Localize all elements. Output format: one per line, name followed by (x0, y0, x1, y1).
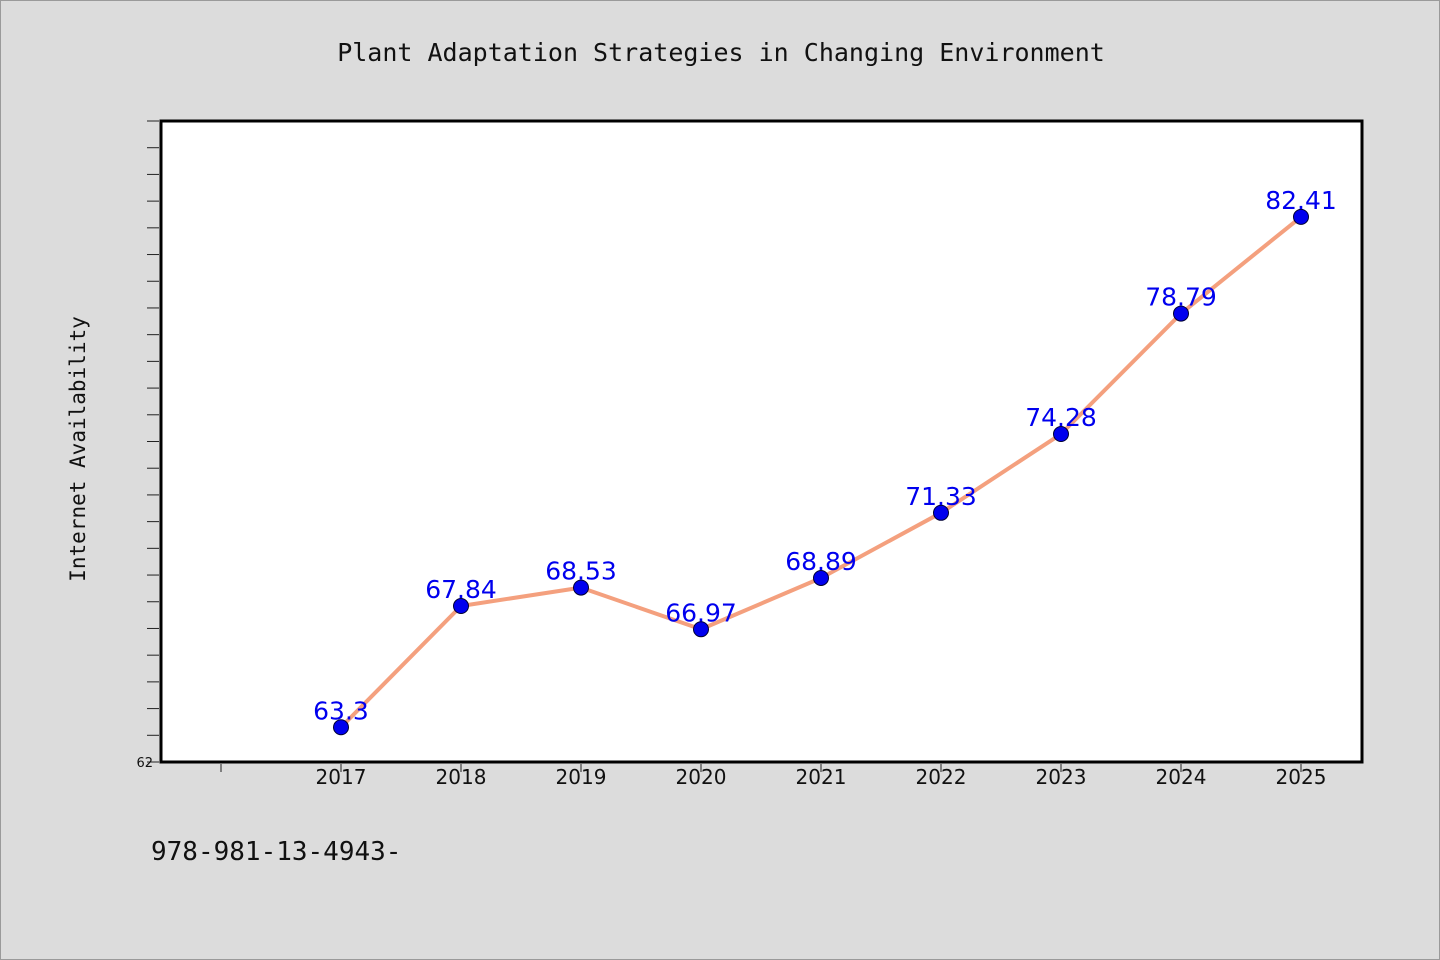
x-tick-label: 2018 (436, 765, 487, 789)
data-label: 66.97 (665, 598, 737, 627)
x-axis-ticks: 2017 2018 2019 2020 2021 2022 2023 2024 2025 (220, 764, 1327, 789)
data-point (813, 569, 829, 586)
x-tick-label: 2021 (796, 765, 847, 789)
data-point (333, 719, 349, 736)
data-point (1293, 208, 1309, 225)
x-tick-label: 2017 (316, 765, 367, 789)
data-label: 82.41 (1265, 186, 1337, 215)
y-tick-label: 62 (136, 756, 153, 771)
x-tick-label: 2022 (916, 765, 967, 789)
footnote: 978-981-13-4943- (151, 837, 402, 867)
x-tick-label: 2025 (1276, 765, 1327, 789)
y-axis-label: Internet Availability (66, 316, 90, 582)
x-tick-label: 2023 (1036, 765, 1087, 789)
chart-title: Plant Adaptation Strategies in Changing … (337, 38, 1105, 67)
data-labels: 63.3 67.84 68.53 66.97 68.89 71.33 74.28 78.79 8… (313, 186, 1337, 725)
data-label: 71.33 (905, 482, 977, 511)
y-axis-ticks: 62 (136, 120, 159, 771)
data-label: 68.89 (785, 547, 857, 576)
plot-frame (159, 119, 1364, 764)
data-label: 78.79 (1145, 283, 1217, 312)
data-point (1053, 426, 1069, 443)
data-label: 63.3 (313, 696, 369, 725)
data-point (693, 621, 709, 638)
data-label: 68.53 (545, 557, 617, 586)
data-point (453, 598, 469, 615)
data-point (933, 504, 949, 521)
data-label: 74.28 (1025, 403, 1097, 432)
x-tick-label: 2024 (1156, 765, 1207, 789)
x-tick-label: 2019 (556, 765, 607, 789)
plot-area (161, 121, 1362, 762)
x-tick-label: 2020 (676, 765, 727, 789)
data-point (573, 579, 589, 596)
data-point (1173, 305, 1189, 322)
data-label: 67.84 (425, 575, 497, 604)
data-markers (333, 208, 1309, 736)
